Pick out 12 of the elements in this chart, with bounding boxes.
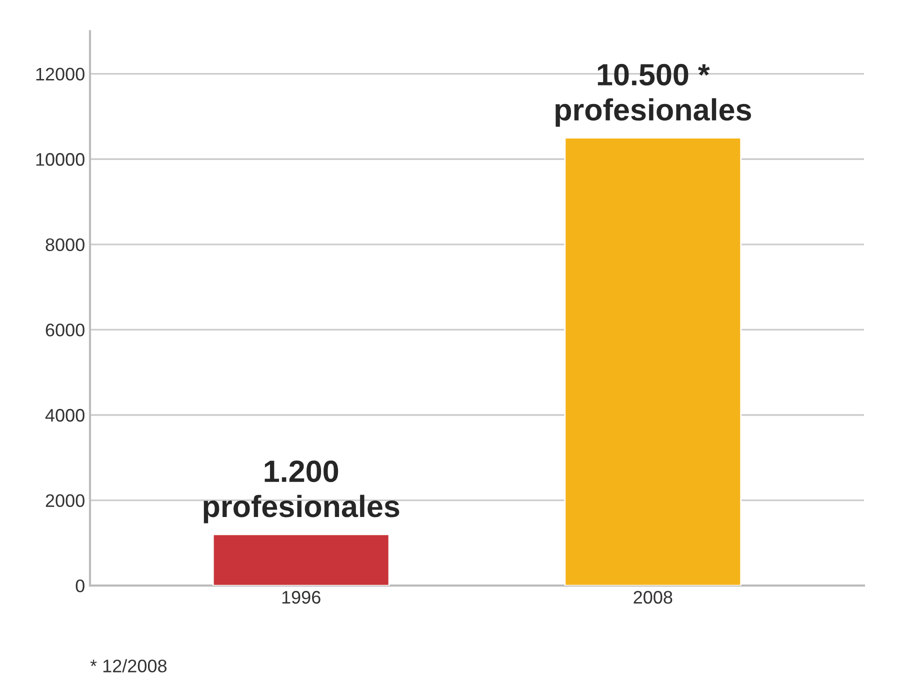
y-tick-label: 6000: [46, 324, 84, 336]
y-tick-label: 12000: [36, 68, 84, 81]
data-label: 10.500 * profesionales: [556, 64, 751, 127]
y-tick-label: 0: [76, 580, 84, 592]
x-tick-label: 2008: [634, 590, 672, 604]
data-label: 1.200 profesionales: [204, 460, 400, 524]
text: * 12/2008: [90, 659, 167, 672]
y-tick-label: 4000: [45, 408, 84, 422]
y-tick-label: 10000: [36, 153, 84, 166]
y-tick-label: 2000: [46, 494, 84, 508]
y-tick-label: 8000: [46, 238, 84, 252]
x-tick-label: 1996: [282, 590, 320, 604]
